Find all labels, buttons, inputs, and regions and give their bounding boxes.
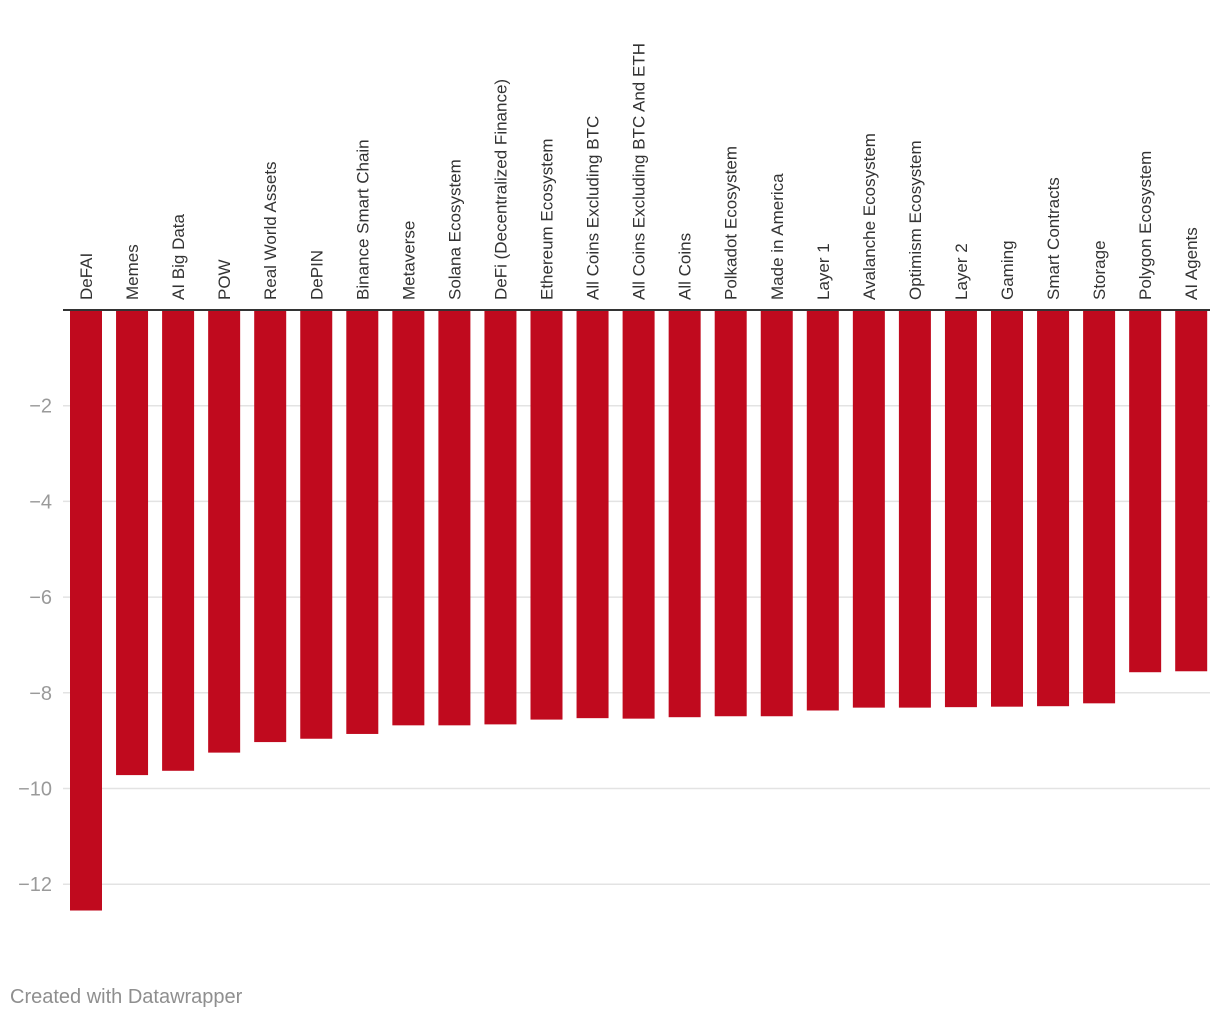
category-label: AI Big Data [169, 213, 188, 300]
bar [208, 310, 241, 753]
category-label: Metaverse [399, 221, 418, 300]
category-label: Gaming [998, 240, 1017, 300]
footer-credit: Created with Datawrapper [10, 986, 243, 1008]
category-label: DeFAI [77, 253, 96, 300]
category-label: Smart Contracts [1044, 177, 1063, 300]
bar [806, 310, 839, 711]
category-label: Layer 1 [814, 243, 833, 300]
bar [714, 310, 747, 717]
category-label: All Coins Excluding BTC [584, 116, 603, 300]
bar [576, 310, 609, 719]
bar [300, 310, 333, 739]
bar [622, 310, 655, 719]
category-labels: DeFAI Memes AI Big Data POW Real World Asset… [77, 43, 1201, 300]
category-label: DePIN [307, 250, 326, 300]
category-label: Memes [123, 244, 142, 300]
y-tick-label: −2 [29, 396, 52, 418]
category-label: All Coins Excluding BTC And ETH [630, 43, 649, 300]
bar [1175, 310, 1208, 672]
category-label: Optimism Ecosystem [906, 140, 925, 300]
y-tick-label: −4 [29, 491, 52, 513]
y-tick-label: −8 [29, 683, 52, 705]
bar [944, 310, 977, 708]
category-label: Solana Ecosystem [445, 159, 464, 300]
bar [530, 310, 563, 720]
bar [438, 310, 471, 726]
bar [991, 310, 1023, 707]
y-axis-ticks: −2 −4 −6 −8 −10 −12 [18, 396, 52, 897]
category-label: AI Agents [1182, 227, 1201, 300]
y-tick-label: −10 [18, 779, 52, 801]
category-label: Avalanche Ecosystem [860, 133, 879, 300]
category-label: Storage [1090, 240, 1109, 300]
category-label: Made in America [768, 173, 787, 300]
category-label: Polkadot Ecosystem [722, 146, 741, 300]
category-label: All Coins [676, 233, 695, 300]
bar [70, 310, 102, 911]
category-label: Polygon Ecosystem [1136, 151, 1155, 300]
bar [1083, 310, 1116, 704]
bar [1129, 310, 1162, 673]
category-label: Binance Smart Chain [353, 139, 372, 300]
category-label: Layer 2 [952, 243, 971, 300]
bar [852, 310, 885, 708]
category-label: POW [215, 259, 234, 300]
bar [392, 310, 425, 726]
bar [346, 310, 379, 734]
bar [1037, 310, 1070, 707]
y-tick-label: −12 [18, 874, 52, 896]
bar [898, 310, 931, 708]
bar [162, 310, 195, 771]
bar [484, 310, 517, 725]
bar [254, 310, 287, 743]
category-label: Ethereum Ecosystem [538, 138, 557, 300]
bar [668, 310, 701, 718]
bar [760, 310, 793, 717]
category-label: Real World Assets [261, 161, 280, 300]
bars [70, 310, 1208, 911]
bar [116, 310, 149, 776]
y-tick-label: −6 [29, 587, 52, 609]
category-label: DeFi (Decentralized Finance) [491, 79, 510, 300]
